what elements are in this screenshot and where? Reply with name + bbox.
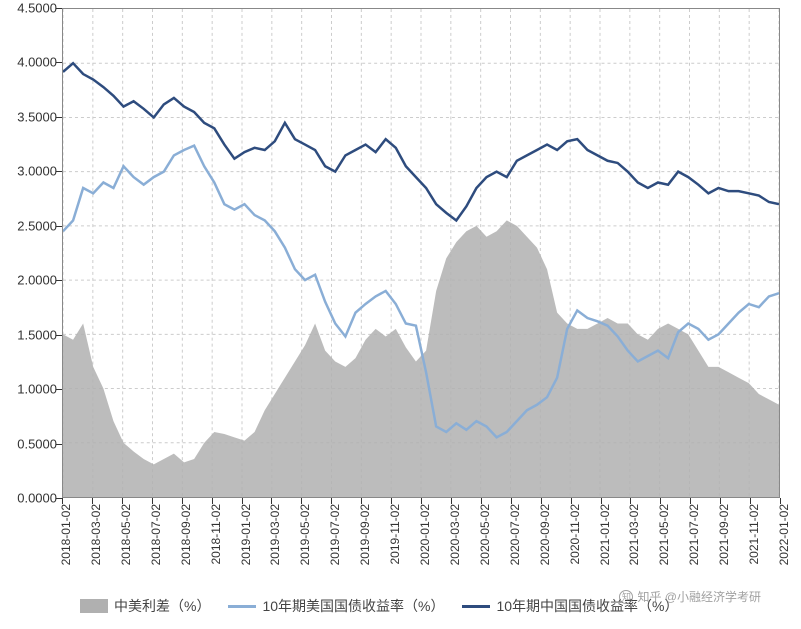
y-tick-label: 2.5000 — [2, 218, 57, 233]
x-tick — [391, 498, 392, 504]
x-tick-label: 2018-11-02 — [209, 504, 223, 565]
y-tick-label: 3.5000 — [2, 109, 57, 124]
x-tick — [242, 498, 243, 504]
y-tick — [56, 117, 62, 118]
x-tick-label: 2020-01-02 — [418, 504, 432, 565]
x-tick-label: 2021-05-02 — [657, 504, 671, 565]
x-tick — [361, 498, 362, 504]
y-tick-label: 0.0000 — [2, 491, 57, 506]
x-tick-label: 2019-05-02 — [298, 504, 312, 565]
x-tick — [630, 498, 631, 504]
y-tick-label: 0.5000 — [2, 436, 57, 451]
legend-label-us10y: 10年期美国国债收益率（%） — [262, 596, 444, 616]
y-tick-label: 2.0000 — [2, 273, 57, 288]
y-tick — [56, 226, 62, 227]
x-tick — [660, 498, 661, 504]
y-tick-label: 1.0000 — [2, 382, 57, 397]
x-tick-label: 2022-01-02 — [777, 504, 791, 565]
x-tick — [451, 498, 452, 504]
x-tick — [92, 498, 93, 504]
zhihu-icon: 知 — [619, 590, 633, 604]
watermark: 知 知乎 @小融经济学考研 — [619, 588, 761, 605]
x-tick — [720, 498, 721, 504]
watermark-text: 知乎 @小融经济学考研 — [637, 588, 761, 605]
x-tick — [301, 498, 302, 504]
x-tick-label: 2019-09-02 — [358, 504, 372, 565]
x-tick-label: 2021-01-02 — [598, 504, 612, 565]
x-tick-label: 2018-03-02 — [89, 504, 103, 565]
y-tick — [56, 62, 62, 63]
plot-area — [62, 8, 780, 498]
y-tick-label: 1.5000 — [2, 327, 57, 342]
x-tick — [541, 498, 542, 504]
x-tick-label: 2020-05-02 — [478, 504, 492, 565]
x-tick — [421, 498, 422, 504]
x-tick — [690, 498, 691, 504]
legend-item-spread: 中美利差（%） — [80, 596, 210, 616]
y-tick — [56, 444, 62, 445]
x-tick — [601, 498, 602, 504]
x-tick — [152, 498, 153, 504]
x-tick-label: 2018-05-02 — [119, 504, 133, 565]
x-tick-label: 2020-03-02 — [448, 504, 462, 565]
x-tick-label: 2018-09-02 — [179, 504, 193, 565]
swatch-cn10y — [462, 605, 490, 608]
y-tick — [56, 171, 62, 172]
x-tick — [331, 498, 332, 504]
x-tick-label: 2021-03-02 — [627, 504, 641, 565]
y-tick-label: 4.5000 — [2, 1, 57, 16]
y-tick-label: 3.0000 — [2, 164, 57, 179]
x-tick-label: 2020-11-02 — [568, 504, 582, 565]
y-tick-label: 4.0000 — [2, 55, 57, 70]
legend-label-spread: 中美利差（%） — [114, 596, 210, 616]
x-tick — [571, 498, 572, 504]
x-tick — [271, 498, 272, 504]
y-tick — [56, 8, 62, 9]
x-tick — [212, 498, 213, 504]
x-tick — [182, 498, 183, 504]
x-tick — [122, 498, 123, 504]
x-tick — [62, 498, 63, 504]
chart-container: 0.0000 0.5000 1.0000 1.5000 2.0000 2.5000 3.00… — [0, 0, 801, 629]
x-tick-label: 2020-09-02 — [538, 504, 552, 565]
swatch-us10y — [228, 605, 256, 608]
x-tick-label: 2021-07-02 — [687, 504, 701, 565]
x-tick-label: 2018-07-02 — [149, 504, 163, 565]
x-tick — [780, 498, 781, 504]
legend: 中美利差（%） 10年期美国国债收益率（%） 10年期中国国债收益率（%） — [80, 596, 679, 616]
x-tick — [750, 498, 751, 504]
x-tick-label: 2020-07-02 — [508, 504, 522, 565]
swatch-spread — [80, 599, 108, 613]
y-tick — [56, 335, 62, 336]
x-tick-label: 2018-01-02 — [59, 504, 73, 565]
x-tick-label: 2019-07-02 — [328, 504, 342, 565]
x-tick-label: 2019-11-02 — [388, 504, 402, 565]
y-tick — [56, 389, 62, 390]
legend-item-us10y: 10年期美国国债收益率（%） — [228, 596, 444, 616]
x-tick-label: 2021-11-02 — [747, 504, 761, 565]
chart-svg — [63, 9, 779, 497]
x-tick-label: 2021-09-02 — [717, 504, 731, 565]
y-tick — [56, 280, 62, 281]
x-tick — [481, 498, 482, 504]
x-tick-label: 2019-01-02 — [239, 504, 253, 565]
x-tick — [511, 498, 512, 504]
x-tick-label: 2019-03-02 — [268, 504, 282, 565]
